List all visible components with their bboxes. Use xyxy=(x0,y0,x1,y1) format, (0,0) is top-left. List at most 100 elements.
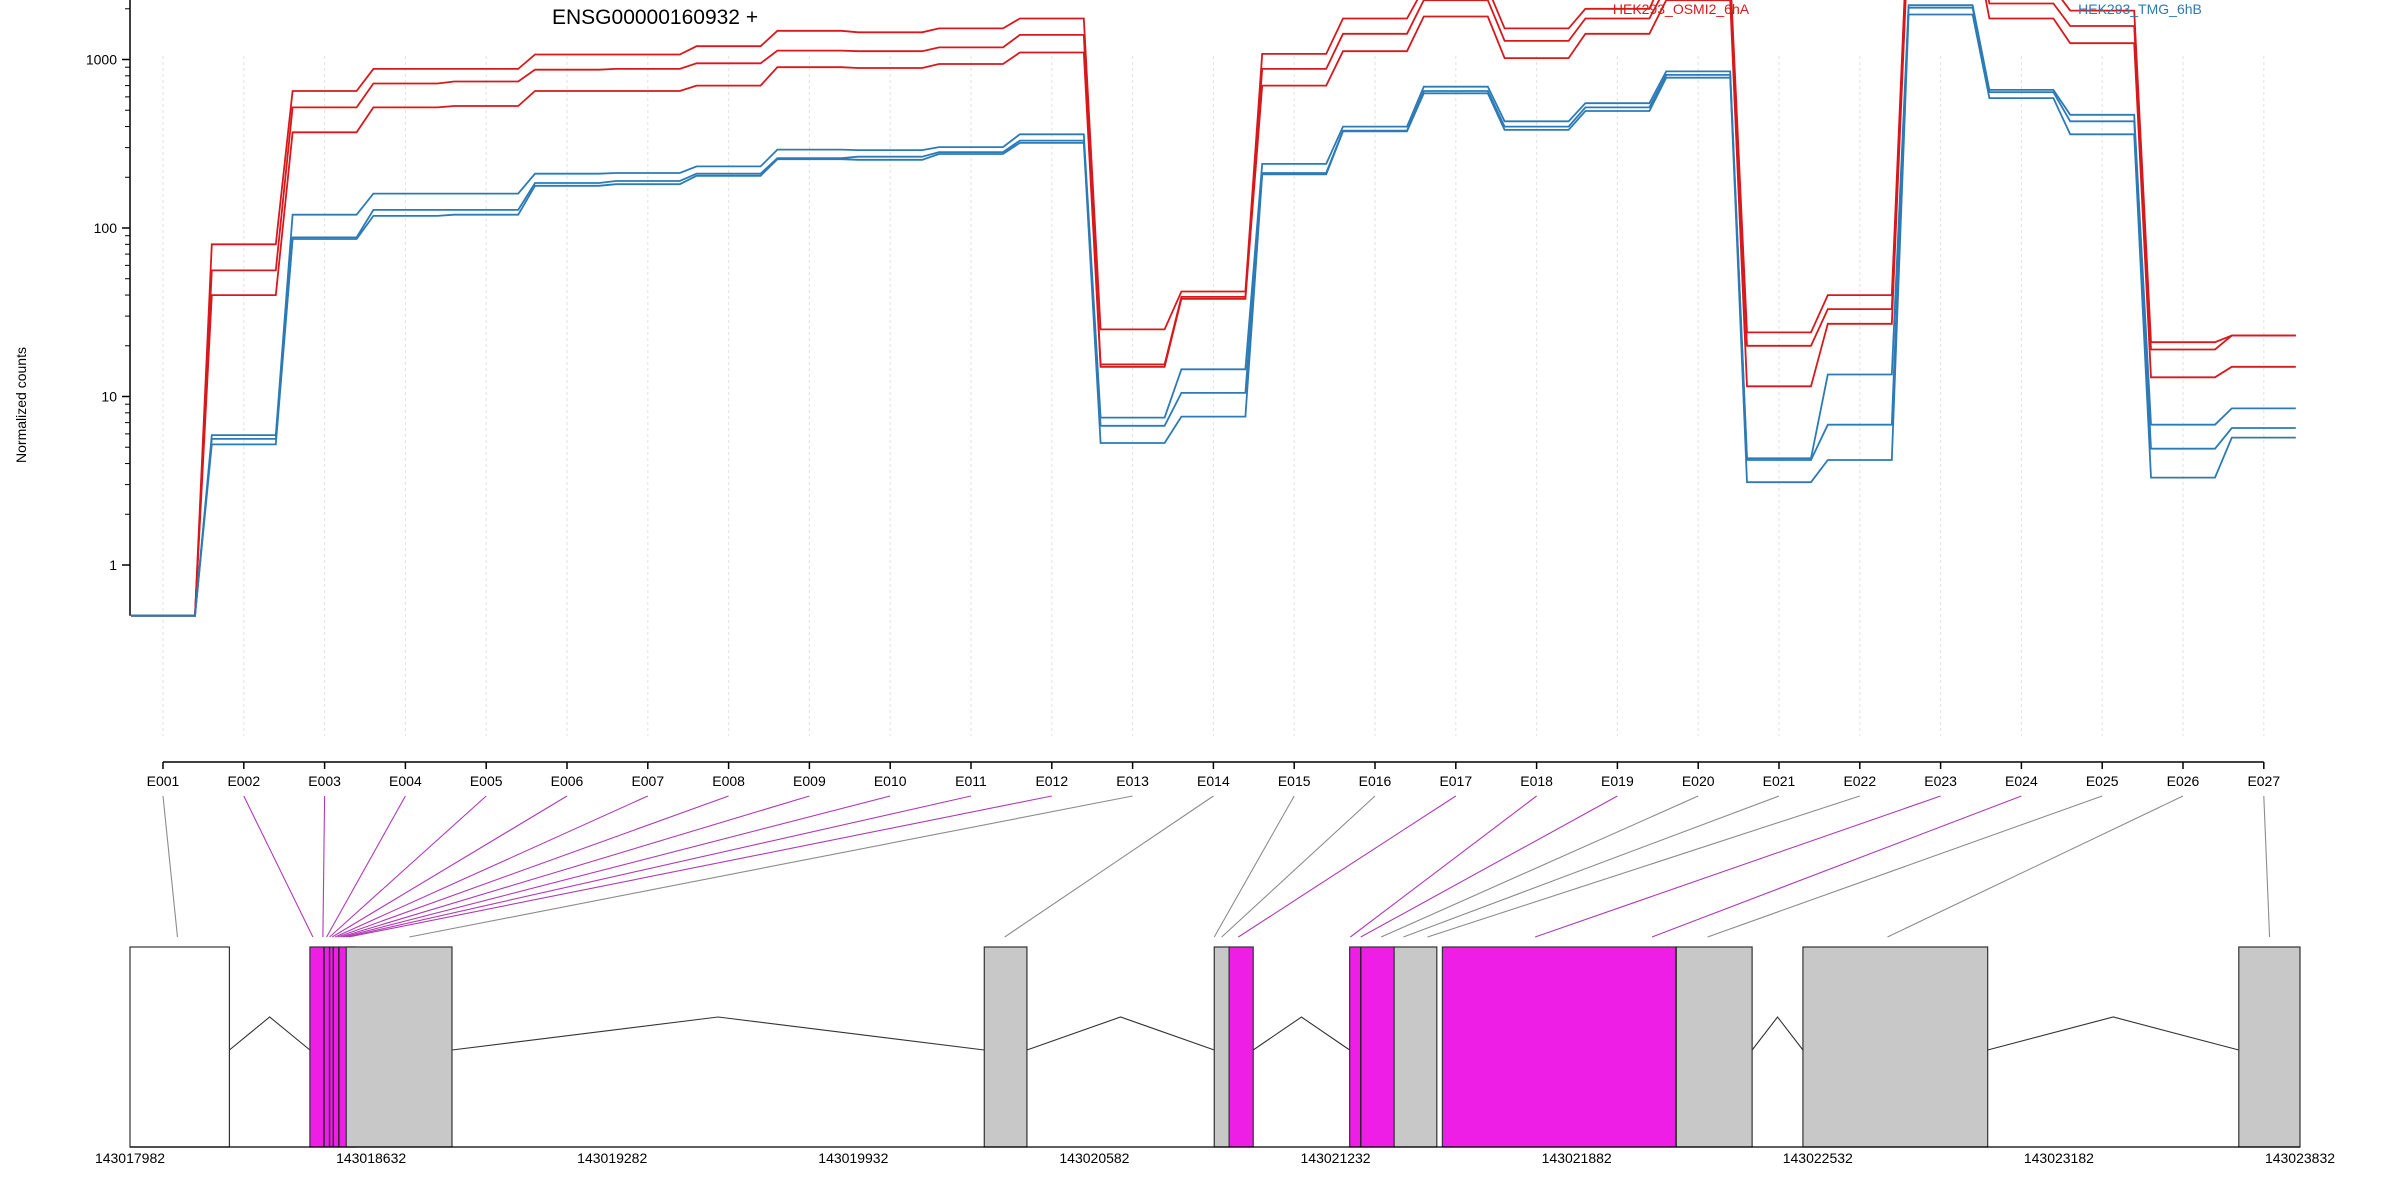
bin-connector xyxy=(409,795,1133,938)
bin-connectors xyxy=(162,795,2271,938)
x-tick-label: E011 xyxy=(955,773,987,789)
grid-lines xyxy=(162,56,2265,736)
bin-connector xyxy=(2263,795,2271,938)
exon-block xyxy=(1441,946,1677,1148)
x-tick-label: E004 xyxy=(389,773,422,789)
x-tick-label: E002 xyxy=(227,773,260,789)
bin-connector xyxy=(1221,795,1376,938)
intron-line xyxy=(451,1016,985,1051)
exon-block xyxy=(1228,946,1254,1148)
x-tick-label: E014 xyxy=(1197,773,1230,789)
bin-connector xyxy=(243,795,314,938)
x-tick-label: E016 xyxy=(1359,773,1392,789)
x-tick-label: E006 xyxy=(551,773,584,789)
gene-model: 143017982 143018632 143019282 143019932 1430… xyxy=(95,946,2335,1166)
genomic-tick-label: 143022532 xyxy=(1783,1150,1853,1166)
bin-connector xyxy=(334,795,649,938)
x-tick-label: E026 xyxy=(2167,773,2200,789)
y-tick-label: 10 xyxy=(101,389,117,405)
x-tick-label: E025 xyxy=(2086,773,2119,789)
bin-connector xyxy=(346,795,972,938)
x-tick-label: E008 xyxy=(712,773,745,789)
bin-connector xyxy=(162,795,179,938)
bin-connector xyxy=(322,795,326,938)
bin-connector xyxy=(343,795,891,938)
x-tick-label: E007 xyxy=(631,773,664,789)
exon-block xyxy=(1213,946,1230,1148)
exon-block xyxy=(1675,946,1753,1148)
series-line-tmg-rep1 xyxy=(131,4,2296,617)
series-lines xyxy=(131,0,2296,617)
intron-line xyxy=(229,1016,311,1051)
y-tick-label: 1000 xyxy=(86,52,117,68)
bin-connector xyxy=(1651,795,2022,938)
x-tick-label: E019 xyxy=(1601,773,1634,789)
genomic-tick-label: 143020582 xyxy=(1059,1150,1129,1166)
genomic-tick-label: 143018632 xyxy=(336,1150,406,1166)
bin-connector xyxy=(348,795,1052,938)
genomic-tick-label: 143021232 xyxy=(1301,1150,1371,1166)
bin-connector xyxy=(1380,795,1699,938)
x-tick-label: E020 xyxy=(1682,773,1715,789)
genomic-tick-label: 143017982 xyxy=(95,1150,165,1166)
bin-connector xyxy=(1534,795,1941,938)
bin-connector xyxy=(340,795,810,938)
genomic-tick-label: 143023832 xyxy=(2265,1150,2335,1166)
series-line-osmi2-rep3 xyxy=(131,0,2296,617)
x-tick-label: E017 xyxy=(1439,773,1472,789)
genomic-tick-label: 143019932 xyxy=(818,1150,888,1166)
x-tick-label: E005 xyxy=(470,773,503,789)
chart-title: ENSG00000160932 + xyxy=(552,6,758,29)
exon-block xyxy=(2238,946,2301,1148)
exon-block xyxy=(983,946,1028,1148)
x-tick-label: E015 xyxy=(1278,773,1311,789)
exon-block xyxy=(1349,946,1395,1148)
exon-block xyxy=(129,946,231,1148)
bin-connector xyxy=(326,795,406,938)
genomic-tick-label: 143021882 xyxy=(1542,1150,1612,1166)
exon-block xyxy=(1802,946,1989,1148)
bin-connector xyxy=(329,795,487,938)
bin-connector xyxy=(1213,795,1295,938)
series-line-osmi2-rep1 xyxy=(131,0,2296,617)
intron-line xyxy=(1751,1016,1804,1051)
x-tick-label: E012 xyxy=(1035,773,1068,789)
x-tick-label: E027 xyxy=(2247,773,2280,789)
x-tick-label: E018 xyxy=(1520,773,1553,789)
genomic-tick-label: 143023182 xyxy=(2024,1150,2094,1166)
axes: 110100100010000E001E002E003E004E005E006E… xyxy=(86,0,2280,789)
bin-connector xyxy=(331,795,568,938)
bin-connector xyxy=(1360,795,1618,938)
x-tick-label: E010 xyxy=(874,773,907,789)
bin-connector xyxy=(1004,795,1214,938)
legend-entry-tmg: HEK293_TMG_6hB xyxy=(2078,1,2202,17)
y-axis-label: Normalized counts xyxy=(13,347,29,463)
exon-block xyxy=(345,946,453,1148)
x-tick-label: E023 xyxy=(1924,773,1957,789)
bin-connector xyxy=(1707,795,2103,938)
x-tick-label: E003 xyxy=(308,773,341,789)
x-tick-label: E022 xyxy=(1843,773,1876,789)
bin-connector xyxy=(337,795,729,938)
x-tick-label: E001 xyxy=(147,773,180,789)
x-tick-label: E009 xyxy=(793,773,826,789)
genomic-tick-label: 143019282 xyxy=(577,1150,647,1166)
y-tick-label: 100 xyxy=(94,220,118,236)
intron-line xyxy=(1987,1016,2239,1051)
series-line-osmi2-rep2 xyxy=(131,0,2296,617)
bin-connector xyxy=(1427,795,1860,938)
legend-entry-osmi2: HEK293_OSMI2_6hA xyxy=(1613,1,1750,17)
series-line-tmg-rep2 xyxy=(131,6,2296,617)
intron-line xyxy=(1252,1016,1350,1051)
intron-line xyxy=(1026,1016,1215,1051)
bin-connector xyxy=(1238,795,1457,938)
x-tick-label: E024 xyxy=(2005,773,2038,789)
x-tick-label: E013 xyxy=(1116,773,1149,789)
x-tick-label: E021 xyxy=(1763,773,1796,789)
bin-connector xyxy=(1403,795,1780,938)
bin-connector xyxy=(1350,795,1537,938)
exon-block xyxy=(1393,946,1438,1148)
y-tick-label: 1 xyxy=(109,557,117,573)
bin-connector xyxy=(1887,795,2184,938)
